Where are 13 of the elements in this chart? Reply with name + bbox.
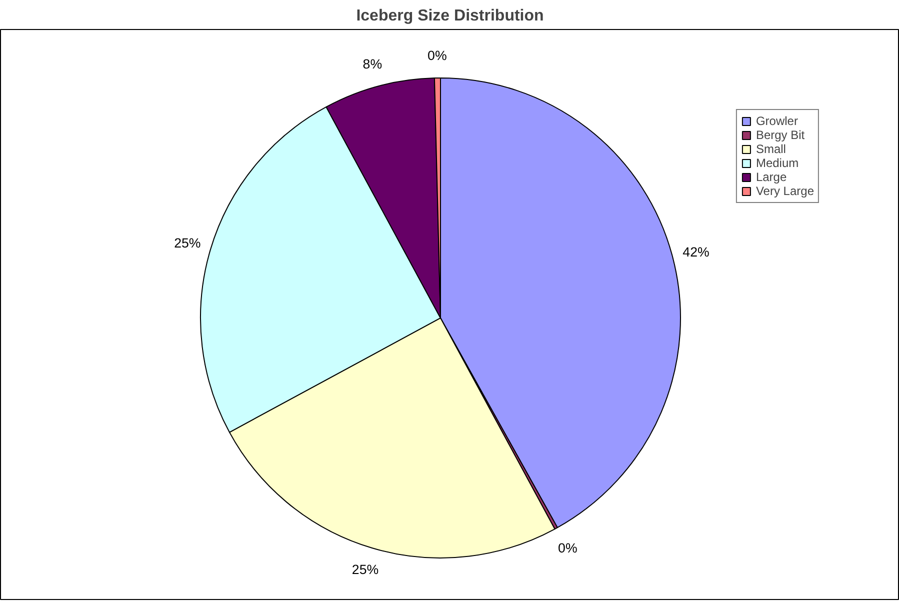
data-label: 0%	[558, 540, 578, 556]
data-label: 25%	[352, 562, 379, 578]
legend-label: Medium	[756, 156, 799, 170]
data-label: 8%	[362, 56, 382, 72]
data-label: 42%	[682, 244, 710, 260]
data-label: 0%	[428, 48, 447, 63]
data-label: 25%	[174, 236, 201, 251]
chart-title: Iceberg Size Distribution	[356, 8, 544, 24]
legend-label: Very Large	[756, 184, 814, 198]
legend-label: Bergy Bit	[756, 128, 805, 142]
legend-label: Large	[756, 170, 787, 184]
legend-label: Growler	[756, 114, 798, 128]
legend-label: Small	[756, 142, 786, 156]
